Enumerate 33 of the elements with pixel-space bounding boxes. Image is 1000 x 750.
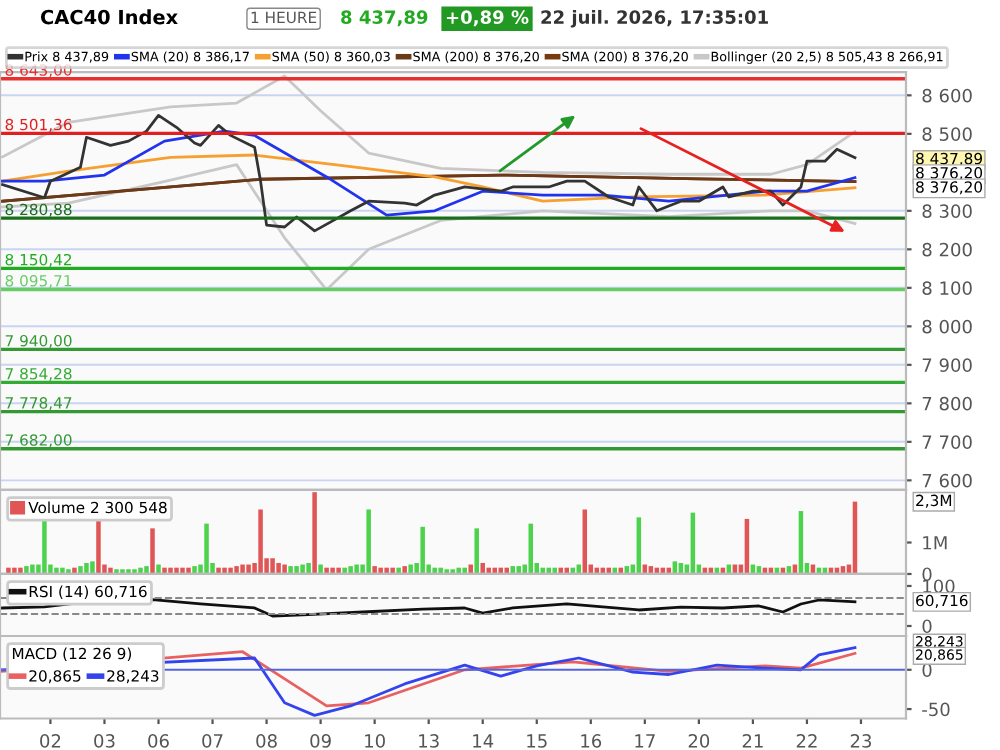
x-tick-label: 20 (688, 734, 710, 748)
x-tick-label: 07 (202, 734, 223, 748)
x-tick-label: 23 (850, 734, 872, 748)
y-tick-label: 7 900 (922, 358, 972, 372)
x-tick-label: 22 (796, 734, 817, 748)
x-tick-label: 16 (581, 734, 602, 748)
y-tick-label: 8 500 (922, 127, 972, 141)
x-tick-label: 02 (40, 734, 61, 748)
y-tick-label: -50 (922, 702, 950, 717)
x-tick-label: 03 (94, 734, 115, 748)
text: 8 437,89 (341, 10, 428, 27)
x-tick-label: 21 (742, 734, 763, 748)
y-tick-label: 0 (922, 619, 932, 634)
y-tick-label: 7 700 (922, 435, 972, 449)
y-tick-label: 8 100 (922, 281, 972, 295)
x-tick-label: 09 (310, 734, 331, 748)
text: 22 juil. 2026, 17:35:01 (541, 9, 768, 28)
text: +0,89 % (446, 10, 529, 27)
y-tick-label: 8 000 (922, 319, 972, 334)
x-tick-label: 13 (419, 734, 439, 748)
y-tick-label: 8 300 (922, 204, 972, 218)
x-tick-label: 06 (148, 734, 169, 748)
x-tick-label: 10 (365, 734, 385, 748)
y-tick-label: 7 600 (922, 473, 972, 488)
y-tick-label: 7 800 (922, 396, 972, 411)
x-tick-label: 08 (256, 734, 277, 748)
y-tick-label: 8 200 (922, 242, 972, 257)
x-tick-label: 15 (527, 734, 547, 748)
y-tick-label: 1M (923, 536, 947, 550)
x-tick-label: 17 (635, 734, 655, 748)
y-tick-label: 8 600 (922, 88, 972, 103)
chart-title: CAC40 Index (40, 9, 178, 25)
x-tick-label: 14 (473, 734, 494, 748)
